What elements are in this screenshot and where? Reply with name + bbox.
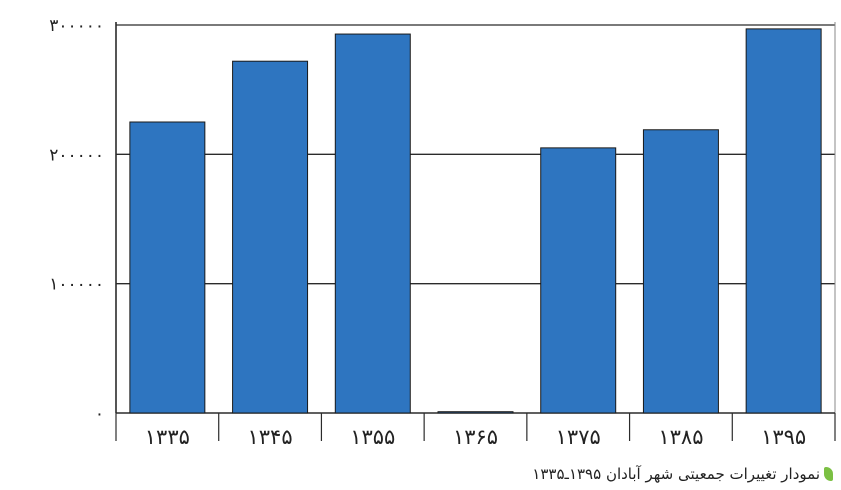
bar-1	[129, 121, 206, 414]
leaf-icon	[824, 467, 833, 481]
bar-7	[745, 28, 822, 414]
chart-caption: نمودار تغییرات جمعیتی شهر آبادان ۱۳۹۵ـ۱۳…	[532, 465, 820, 483]
bar-2	[232, 60, 309, 414]
x-tick-label: ۱۳۹۵	[761, 425, 806, 449]
gridlines	[116, 24, 835, 285]
bar-3	[334, 33, 411, 414]
bar-5	[540, 147, 617, 414]
bars	[129, 28, 822, 414]
y-tick-label: ۲۰۰۰۰۰	[49, 145, 104, 165]
y-tick-label: ۱۰۰۰۰۰	[49, 275, 104, 295]
x-tick-label: ۱۳۳۵	[145, 425, 190, 449]
bar-6	[642, 129, 719, 414]
x-tick-label: ۱۳۶۵	[453, 425, 498, 449]
x-tick-label: ۱۳۸۵	[658, 425, 703, 449]
x-tick-labels: ۱۳۳۵ ۱۳۴۵ ۱۳۵۵ ۱۳۶۵ ۱۳۷۵ ۱۳۸۵ ۱۳۹۵	[145, 425, 806, 449]
x-tick-label: ۱۳۴۵	[248, 425, 293, 449]
y-tick-label: ۰	[95, 404, 104, 424]
x-tick-label: ۱۳۵۵	[350, 425, 395, 449]
y-tick-label: ۳۰۰۰۰۰	[49, 16, 104, 36]
bar-chart: ۰ ۱۰۰۰۰۰ ۲۰۰۰۰۰ ۳۰۰۰۰۰ ۱۳۳۵ ۱۳۴۵ ۱۳۵۵ ۱۳۶۵ ۱۳۷۵…	[49, 16, 836, 449]
bar-4	[437, 411, 514, 414]
axes	[115, 22, 836, 441]
y-tick-labels: ۰ ۱۰۰۰۰۰ ۲۰۰۰۰۰ ۳۰۰۰۰۰	[49, 16, 104, 424]
x-tick-label: ۱۳۷۵	[556, 425, 601, 449]
